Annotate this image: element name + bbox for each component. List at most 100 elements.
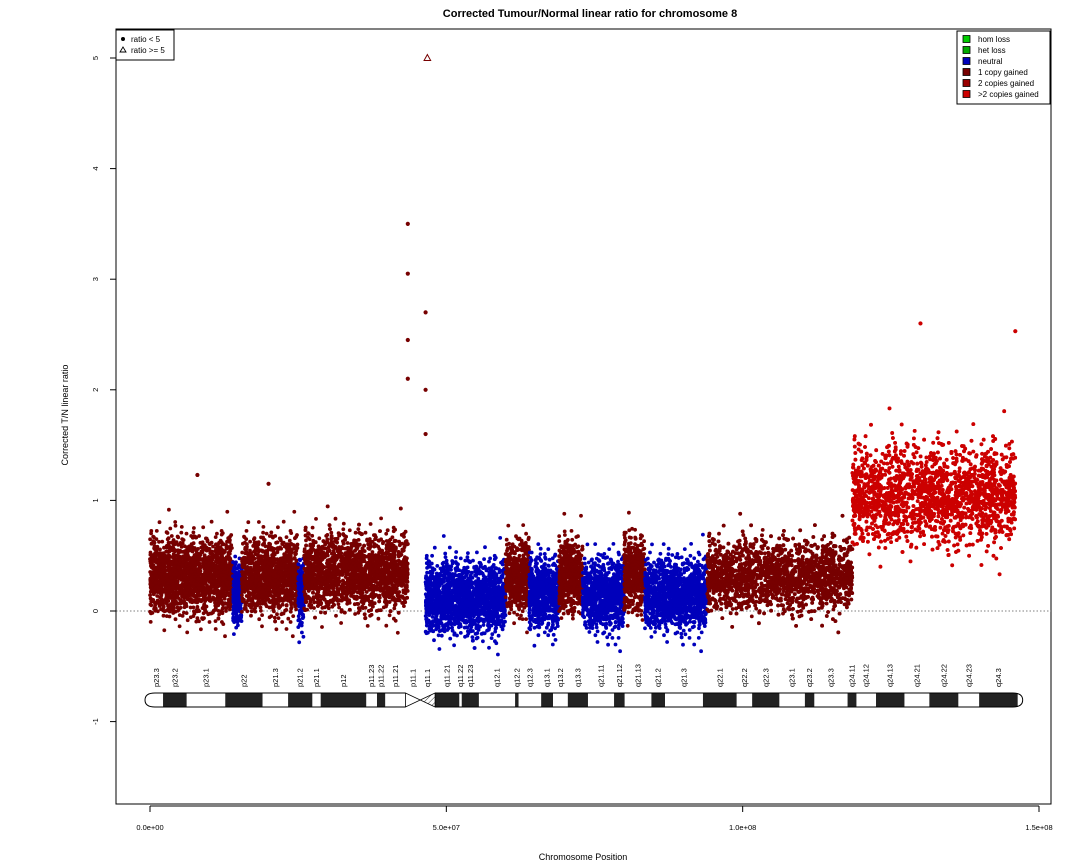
data-point xyxy=(272,609,276,614)
data-point xyxy=(214,548,219,553)
data-point xyxy=(298,609,302,614)
data-point xyxy=(249,580,253,585)
data-point xyxy=(242,534,246,539)
data-point xyxy=(252,603,257,608)
data-point xyxy=(154,553,158,558)
data-point xyxy=(263,591,268,596)
data-point xyxy=(259,608,263,613)
data-point xyxy=(279,612,284,617)
data-point xyxy=(260,624,264,629)
data-point xyxy=(265,578,269,582)
data-point xyxy=(190,598,195,602)
data-point xyxy=(216,542,220,547)
data-point xyxy=(284,535,289,539)
data-point xyxy=(192,546,197,550)
data-point xyxy=(202,579,207,584)
data-point xyxy=(232,599,237,603)
data-point xyxy=(182,574,187,579)
data-point xyxy=(275,612,279,617)
data-point xyxy=(233,611,237,616)
data-point xyxy=(264,604,269,609)
data-point xyxy=(268,600,273,605)
data-point xyxy=(319,610,323,615)
data-point xyxy=(186,570,190,575)
data-point xyxy=(270,581,275,586)
data-point xyxy=(372,594,377,599)
data-point xyxy=(325,533,330,537)
data-point xyxy=(252,543,257,548)
data-point xyxy=(269,530,274,535)
data-point xyxy=(267,570,271,575)
data-point xyxy=(232,632,236,636)
data-point xyxy=(284,550,289,554)
data-point xyxy=(180,555,185,560)
data-point xyxy=(299,564,304,568)
data-point xyxy=(180,614,185,618)
data-point xyxy=(222,590,227,595)
data-point xyxy=(253,549,258,554)
data-point xyxy=(295,533,299,537)
data-point xyxy=(341,527,346,532)
data-point xyxy=(242,607,247,611)
data-point xyxy=(273,619,277,624)
data-point xyxy=(204,597,209,602)
data-point xyxy=(168,579,173,584)
data-point xyxy=(353,530,358,535)
segment-points xyxy=(148,507,235,639)
data-point xyxy=(294,551,298,556)
data-point xyxy=(392,606,397,611)
data-point xyxy=(256,554,260,559)
data-point xyxy=(165,545,169,550)
data-point xyxy=(243,559,248,564)
data-point xyxy=(221,622,226,626)
data-point xyxy=(201,611,206,616)
data-point xyxy=(166,604,170,608)
data-point xyxy=(197,577,202,581)
data-point xyxy=(283,598,288,602)
data-point xyxy=(263,599,267,604)
data-point xyxy=(267,586,271,590)
data-point xyxy=(189,588,194,592)
data-point xyxy=(240,564,245,568)
data-point xyxy=(290,590,295,595)
data-point xyxy=(231,587,236,592)
data-point xyxy=(171,611,176,615)
data-point xyxy=(154,566,159,571)
data-point xyxy=(200,617,205,621)
data-point xyxy=(188,605,193,610)
data-point xyxy=(349,592,354,597)
data-point xyxy=(160,539,165,544)
data-point xyxy=(207,620,212,624)
data-point xyxy=(175,605,180,610)
data-point xyxy=(326,606,331,611)
data-point xyxy=(201,574,206,579)
data-point xyxy=(220,542,225,547)
data-point xyxy=(164,530,169,535)
data-point xyxy=(193,587,198,592)
data-point xyxy=(244,549,249,554)
data-point xyxy=(278,536,283,541)
data-point xyxy=(204,557,209,561)
data-point xyxy=(191,559,196,563)
data-point xyxy=(184,601,188,606)
data-point xyxy=(221,581,225,586)
data-point xyxy=(265,556,270,561)
data-point xyxy=(242,574,247,579)
data-point xyxy=(196,559,200,564)
data-point xyxy=(158,599,163,604)
data-point xyxy=(153,570,158,575)
data-point xyxy=(299,586,304,591)
data-point xyxy=(185,595,190,600)
data-point xyxy=(300,630,304,635)
data-point xyxy=(358,542,362,547)
data-point xyxy=(159,565,164,569)
data-point xyxy=(149,531,154,536)
data-point xyxy=(208,589,213,594)
data-point xyxy=(297,640,302,645)
data-point xyxy=(181,559,185,564)
data-point xyxy=(244,529,249,533)
data-point xyxy=(226,604,231,609)
data-point xyxy=(167,549,172,554)
data-point xyxy=(297,618,302,623)
data-point xyxy=(185,545,190,550)
